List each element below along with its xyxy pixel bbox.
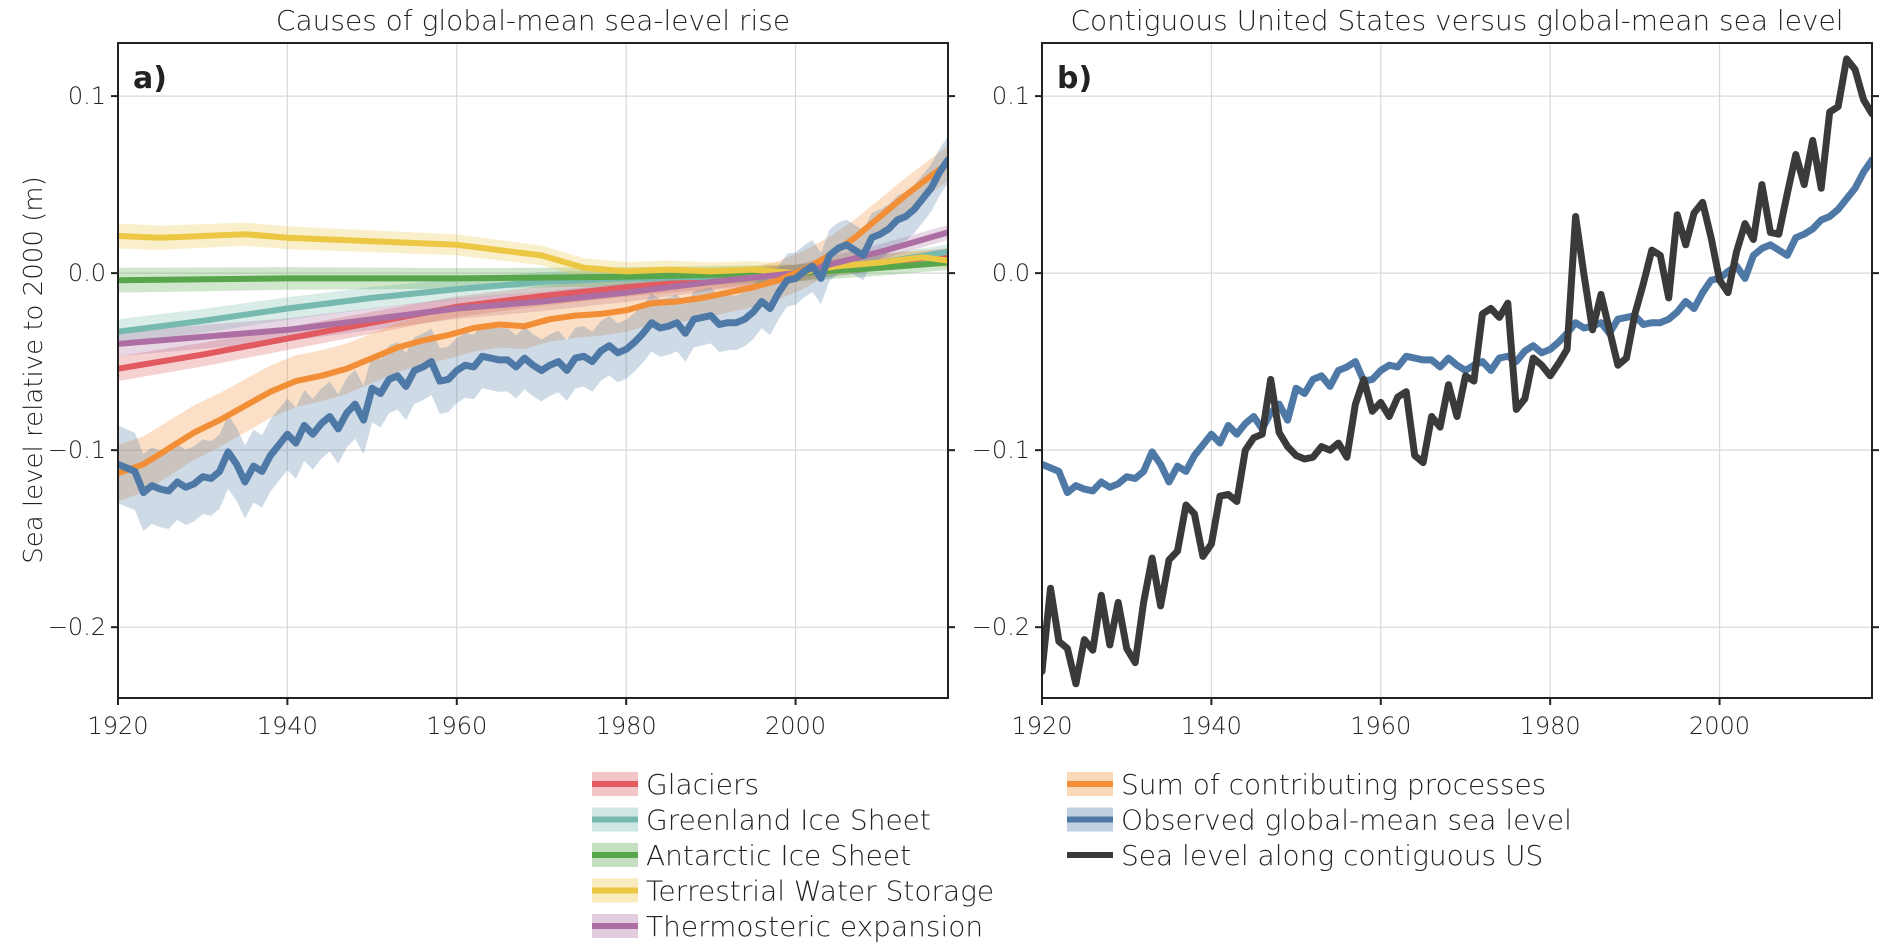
x-tick-label: 1960 [1350,712,1411,740]
legend-label-glaciers: Glaciers [646,768,759,801]
panel-b-title: Contiguous United States versus global-m… [1070,4,1843,37]
panel-a-ticks: 1920 1940 1960 1980 2000 0.1 0.0 −0.1 −0.2 [48,82,955,740]
panel-a-frame [117,42,949,699]
x-tick-label: 1920 [1011,712,1072,740]
y-tick-label: −0.2 [972,613,1030,641]
panel-b-label: b) [1057,61,1092,96]
panel-a-grid [118,43,948,698]
legend-label-antarctic: Antarctic Ice Sheet [646,839,911,872]
y-tick-label: −0.1 [48,436,106,464]
uncertainty-band-observed [118,136,948,532]
panel-b: Contiguous United States versus global-m… [972,4,1879,740]
uncertainty-band-antarctic [118,255,948,293]
panel-b-frame [1041,42,1873,699]
legend-label-us: Sea level along contiguous US [1121,839,1543,872]
x-tick-label: 2000 [1689,712,1750,740]
y-tick-label: −0.1 [972,436,1030,464]
legend-label-sum: Sum of contributing processes [1121,768,1546,801]
panel-a-lines [118,156,948,497]
legend-label-thermo: Thermosteric expansion [646,910,983,943]
legend-label-greenland: Greenland Ice Sheet [646,804,931,837]
panel-b-grid [1042,43,1872,698]
panel-a-title: Causes of global-mean sea-level rise [276,4,790,37]
y-tick-label: −0.2 [48,613,106,641]
panel-a-label: a) [133,61,167,96]
legend-label-tws: Terrestrial Water Storage [646,875,994,908]
series-line-observed [1042,156,1872,497]
y-tick-label: 0.0 [992,259,1030,287]
y-tick-label: 0.0 [68,259,106,287]
x-tick-label: 1960 [426,712,487,740]
x-tick-label: 1940 [257,712,318,740]
y-tick-label: 0.1 [992,82,1030,110]
y-tick-label: 0.1 [68,82,106,110]
panel-b-lines [1042,55,1872,688]
y-axis-label: Sea level relative to 2000 (m) [19,176,49,564]
series-line-us [1042,55,1872,688]
legend-label-observed: Observed global-mean sea level [1121,804,1572,837]
series-line-observed [118,156,948,497]
series-line-antarctic [118,259,948,284]
x-tick-label: 1940 [1181,712,1242,740]
series-line-sum [118,160,948,477]
x-tick-label: 1980 [596,712,657,740]
x-tick-label: 2000 [765,712,826,740]
x-tick-label: 1920 [87,712,148,740]
panel-b-ticks: 1920 1940 1960 1980 2000 0.1 0.0 −0.1 −0.2 [972,82,1879,740]
x-tick-label: 1980 [1520,712,1581,740]
panel-a: Causes of global-mean sea-level rise 192… [19,4,955,740]
